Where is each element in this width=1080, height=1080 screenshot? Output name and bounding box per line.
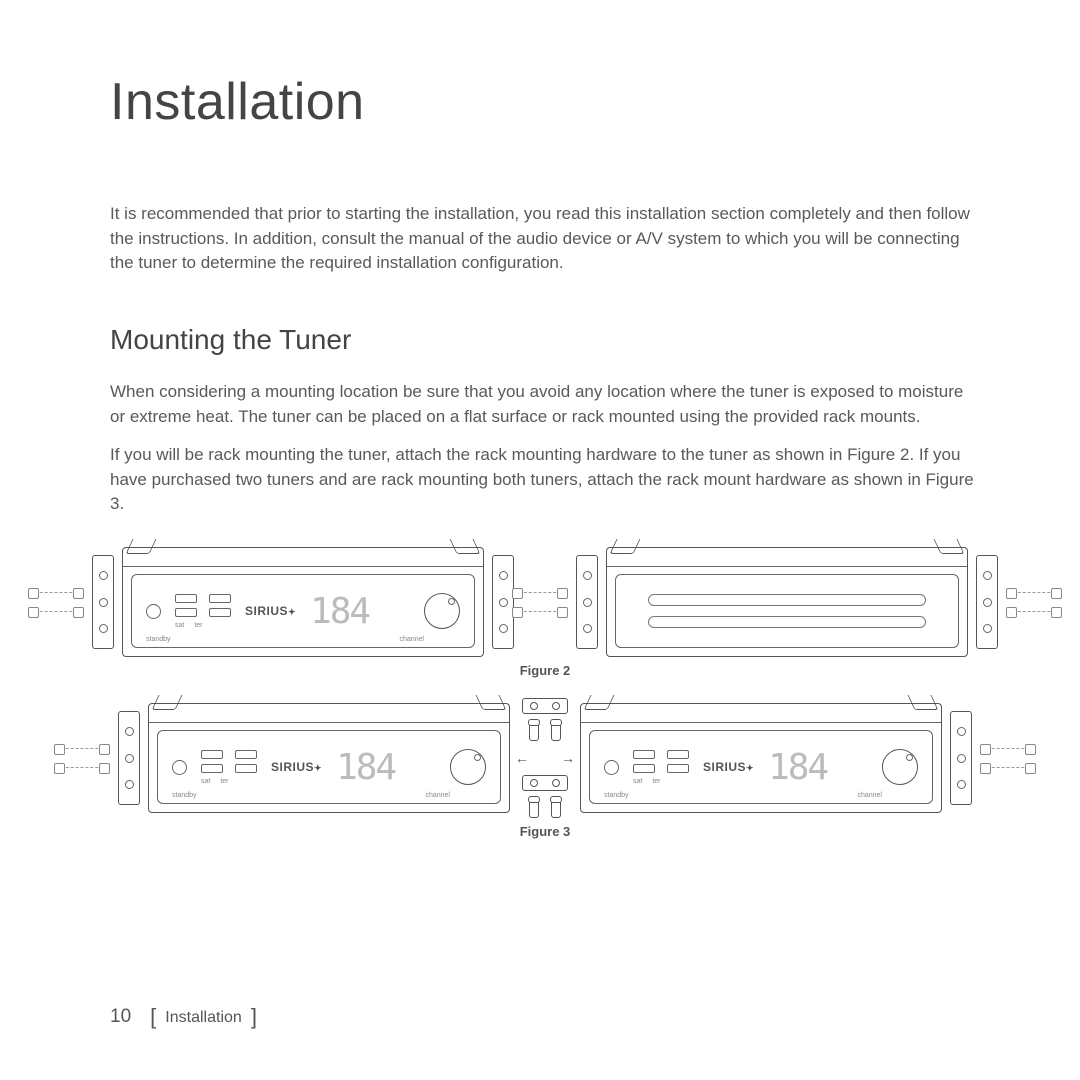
channel-display: 184: [310, 591, 369, 632]
rack-bracket-right: [976, 555, 998, 649]
rack-ear-left-2: [56, 718, 118, 798]
figure-3-caption: Figure 3: [110, 824, 980, 839]
rack-bracket-right-2: [950, 711, 972, 805]
page-number: 10: [110, 1006, 131, 1027]
rack-bracket-left: [92, 555, 114, 649]
rack-ear-right: [998, 562, 1060, 642]
rack-bracket-mid-l: [492, 555, 514, 649]
power-led: [146, 604, 161, 619]
intro-paragraph: It is recommended that prior to starting…: [110, 202, 980, 276]
tuner-unit-b: satter SIRIUS✦ 184 standby channel: [580, 703, 942, 813]
rack-bracket-left-2: [118, 711, 140, 805]
tuning-knob: [424, 593, 460, 629]
channel-label: channel: [399, 636, 424, 643]
figure-2-caption: Figure 2: [110, 663, 980, 678]
preset-buttons: satter: [175, 594, 231, 629]
tuner-unit-a: satter SIRIUS✦ 184 standby channel: [148, 703, 510, 813]
rack-joint: [514, 562, 576, 642]
page-title: Installation: [110, 72, 980, 132]
mounting-paragraph-1: When considering a mounting location be …: [110, 380, 980, 429]
tuner-unit: satter SIRIUS✦ 184 standby channel: [122, 547, 484, 657]
page-footer: 10 [ Installation ]: [110, 1004, 257, 1030]
footer-section: Installation: [165, 1009, 242, 1026]
joining-hardware: ←→: [510, 698, 580, 818]
blank-rack-panel: [606, 547, 968, 657]
figure-2: satter SIRIUS✦ 184 standby channel: [110, 547, 980, 657]
rack-ear-right-2: [972, 718, 1034, 798]
standby-label: standby: [146, 636, 171, 643]
mounting-paragraph-2: If you will be rack mounting the tuner, …: [110, 443, 980, 517]
figure-3: satter SIRIUS✦ 184 standby channel ←→: [110, 698, 980, 818]
rack-bracket-mid-r: [576, 555, 598, 649]
section-heading: Mounting the Tuner: [110, 324, 980, 356]
rack-ear-left: [30, 562, 92, 642]
brand-logo: SIRIUS✦: [245, 604, 296, 618]
